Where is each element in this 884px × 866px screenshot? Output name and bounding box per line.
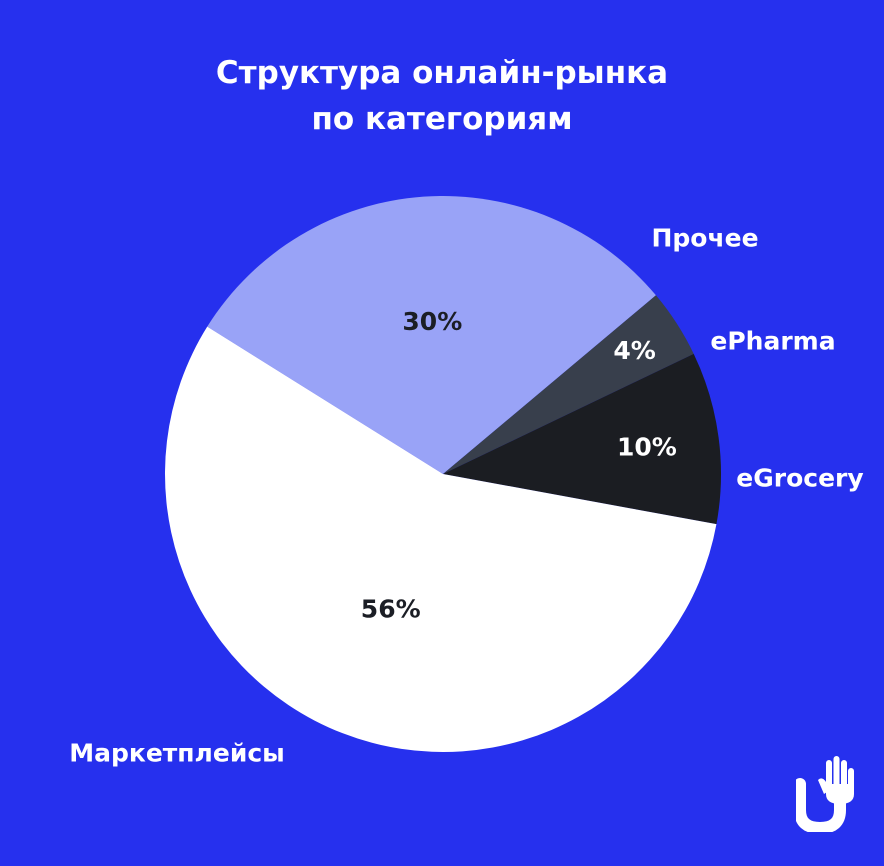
hand-u-logo-icon	[796, 756, 854, 832]
chart-title: Структура онлайн-рынка по категориям	[0, 50, 884, 142]
pie-value-label-1: 30%	[402, 307, 462, 336]
chart-title-line-1: Структура онлайн-рынка	[215, 55, 669, 91]
pie-slice-4	[164, 326, 717, 752]
pie-slice-2	[443, 295, 694, 474]
pie-category-labels: Прочее ePharma eGrocery Маркетплейсы	[69, 224, 863, 768]
pie-category-label-4: Маркетплейсы	[69, 739, 285, 768]
pie-value-label-2: 4%	[613, 336, 655, 365]
pie-category-label-3: eGrocery	[736, 464, 863, 493]
chart-title-line-2: по категориям	[311, 101, 573, 137]
pie-category-label-1: Прочее	[651, 224, 758, 253]
pie-slice-1	[207, 196, 656, 475]
pie-value-label-3: 10%	[617, 432, 677, 461]
pie-slice-3	[443, 353, 721, 525]
pie-value-label-4: 56%	[361, 594, 421, 623]
pie-category-label-2: ePharma	[710, 327, 835, 356]
pie-value-labels: 30% 4% 10% 56%	[361, 307, 677, 623]
pie-slices	[164, 196, 721, 752]
